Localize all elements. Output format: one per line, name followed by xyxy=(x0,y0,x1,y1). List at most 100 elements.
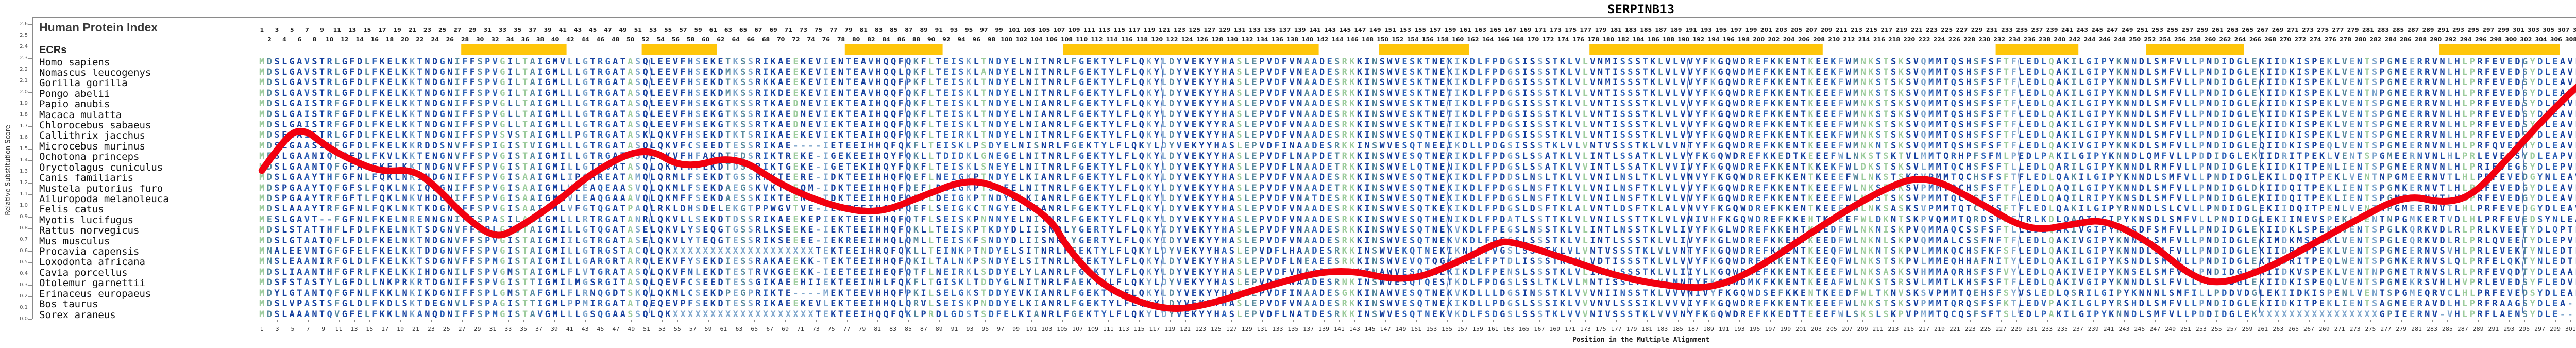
alignment-position-number: 7 xyxy=(305,27,309,34)
y-tick-label: 0.9 xyxy=(20,214,28,220)
y-tick-mark xyxy=(28,285,32,286)
alignment-position-number: 204 xyxy=(1783,36,1795,43)
protein-position-number: 87 xyxy=(920,326,927,333)
x-tick-mark xyxy=(1693,320,1694,322)
alignment-position-number: 70 xyxy=(777,36,785,43)
alignment-position-number: 250 xyxy=(2129,36,2141,43)
y-tick-mark xyxy=(28,296,32,297)
protein-position-number: 211 xyxy=(1872,326,1884,333)
y-tick-label: 1.6 xyxy=(20,135,28,140)
x-tick-mark xyxy=(1139,320,1140,322)
alignment-position-number: 213 xyxy=(1851,27,1862,34)
x-tick-mark xyxy=(2047,320,2048,322)
x-tick-mark xyxy=(2155,320,2156,322)
alignment-position-number: 17 xyxy=(378,27,386,34)
alignment-position-number: 149 xyxy=(1369,27,1381,34)
alignment-position-number: 112 xyxy=(1091,36,1103,43)
alignment-position-number: 114 xyxy=(1106,36,1118,43)
alignment-position-number: 304 xyxy=(2535,36,2547,43)
alignment-position-number: 268 xyxy=(2264,36,2276,43)
alignment-position-number: 192 xyxy=(1692,36,1705,43)
alignment-position-number: 100 xyxy=(1001,36,1013,43)
alignment-position-number: 61 xyxy=(709,27,717,34)
alignment-position-number: 141 xyxy=(1309,27,1321,34)
protein-position-number: 41 xyxy=(566,326,573,333)
protein-position-number: 213 xyxy=(1888,326,1899,333)
protein-position-number: 221 xyxy=(1949,326,1960,333)
alignment-position-number: 255 xyxy=(2166,27,2179,34)
alignment-position-number: 283 xyxy=(2377,27,2389,34)
alignment-position-number: 13 xyxy=(348,27,357,34)
protein-position-number: 201 xyxy=(1795,326,1807,333)
protein-position-number: 235 xyxy=(2057,326,2069,333)
alignment-position-number: 76 xyxy=(822,36,830,43)
alignment-position-number: 303 xyxy=(2528,27,2539,34)
alignment-position-number: 227 xyxy=(1956,27,1968,34)
plot-border xyxy=(32,17,2576,319)
alignment-position-number: 171 xyxy=(1534,27,1547,34)
alignment-position-number: 155 xyxy=(1414,27,1427,34)
alignment-position-number: 138 xyxy=(1286,36,1298,43)
x-tick-mark xyxy=(2247,320,2248,322)
alignment-position-number: 217 xyxy=(1880,27,1893,34)
alignment-position-number: 94 xyxy=(957,36,965,43)
protein-position-number: 107 xyxy=(1072,326,1083,333)
alignment-position-number: 178 xyxy=(1587,36,1599,43)
protein-position-number: 193 xyxy=(1734,326,1745,333)
alignment-position-number: 200 xyxy=(1753,36,1765,43)
alignment-position-number: 39 xyxy=(544,27,552,34)
alignment-position-number: 150 xyxy=(1377,36,1389,43)
species-label: Homo sapiens xyxy=(39,56,110,68)
alignment-position-number: 202 xyxy=(1768,36,1780,43)
protein-position-number: 231 xyxy=(2026,326,2038,333)
y-tick-mark xyxy=(28,228,32,229)
protein-position-number: 215 xyxy=(1903,326,1914,333)
alignment-position-number: 225 xyxy=(1941,27,1953,34)
protein-position-number: 287 xyxy=(2457,326,2468,333)
alignment-position-number: 48 xyxy=(611,36,620,43)
protein-position-number: 291 xyxy=(2488,326,2499,333)
alignment-position-number: 42 xyxy=(566,36,574,43)
alignment-position-number: 194 xyxy=(1707,36,1720,43)
x-tick-mark xyxy=(2278,320,2279,322)
alignment-position-number: 231 xyxy=(1986,27,1998,34)
alignment-position-number: 308 xyxy=(2565,36,2576,43)
alignment-position-number: 108 xyxy=(1061,36,1073,43)
alignment-position-number: 88 xyxy=(912,36,921,43)
alignment-position-number: 214 xyxy=(1858,36,1870,43)
protein-position-number: 175 xyxy=(1595,326,1606,333)
x-tick-mark xyxy=(785,320,786,322)
protein-position-number: 225 xyxy=(1980,326,1991,333)
alignment-position-number: 184 xyxy=(1632,36,1645,43)
alignment-position-number: 33 xyxy=(498,27,507,34)
x-tick-mark xyxy=(1462,320,1463,322)
x-tick-mark xyxy=(1416,320,1417,322)
alignment-position-number: 120 xyxy=(1151,36,1163,43)
x-tick-mark xyxy=(754,320,755,322)
alignment-position-number: 72 xyxy=(792,36,800,43)
alignment-position-number: 274 xyxy=(2309,36,2321,43)
alignment-position-number: 115 xyxy=(1113,27,1126,34)
protein-position-number: 93 xyxy=(966,326,974,333)
protein-position-number: 247 xyxy=(2149,326,2161,333)
alignment-position-number: 163 xyxy=(1475,27,1486,34)
x-tick-mark xyxy=(338,320,340,322)
alignment-position-number: 183 xyxy=(1625,27,1637,34)
alignment-position-number: 91 xyxy=(935,27,943,34)
protein-position-number: 9 xyxy=(321,326,326,333)
alignment-position-number: 307 xyxy=(2557,27,2570,34)
protein-position-number: 75 xyxy=(827,326,835,333)
protein-position-number: 153 xyxy=(1426,326,1437,333)
alignment-position-number: 38 xyxy=(536,36,545,43)
protein-position-number: 265 xyxy=(2288,326,2299,333)
x-tick-mark xyxy=(2185,320,2187,322)
alignment-position-number: 6 xyxy=(297,36,302,43)
protein-position-number: 223 xyxy=(1964,326,1976,333)
protein-position-number: 81 xyxy=(874,326,882,333)
alignment-position-number: 208 xyxy=(1813,36,1825,43)
alignment-position-number: 174 xyxy=(1557,36,1569,43)
